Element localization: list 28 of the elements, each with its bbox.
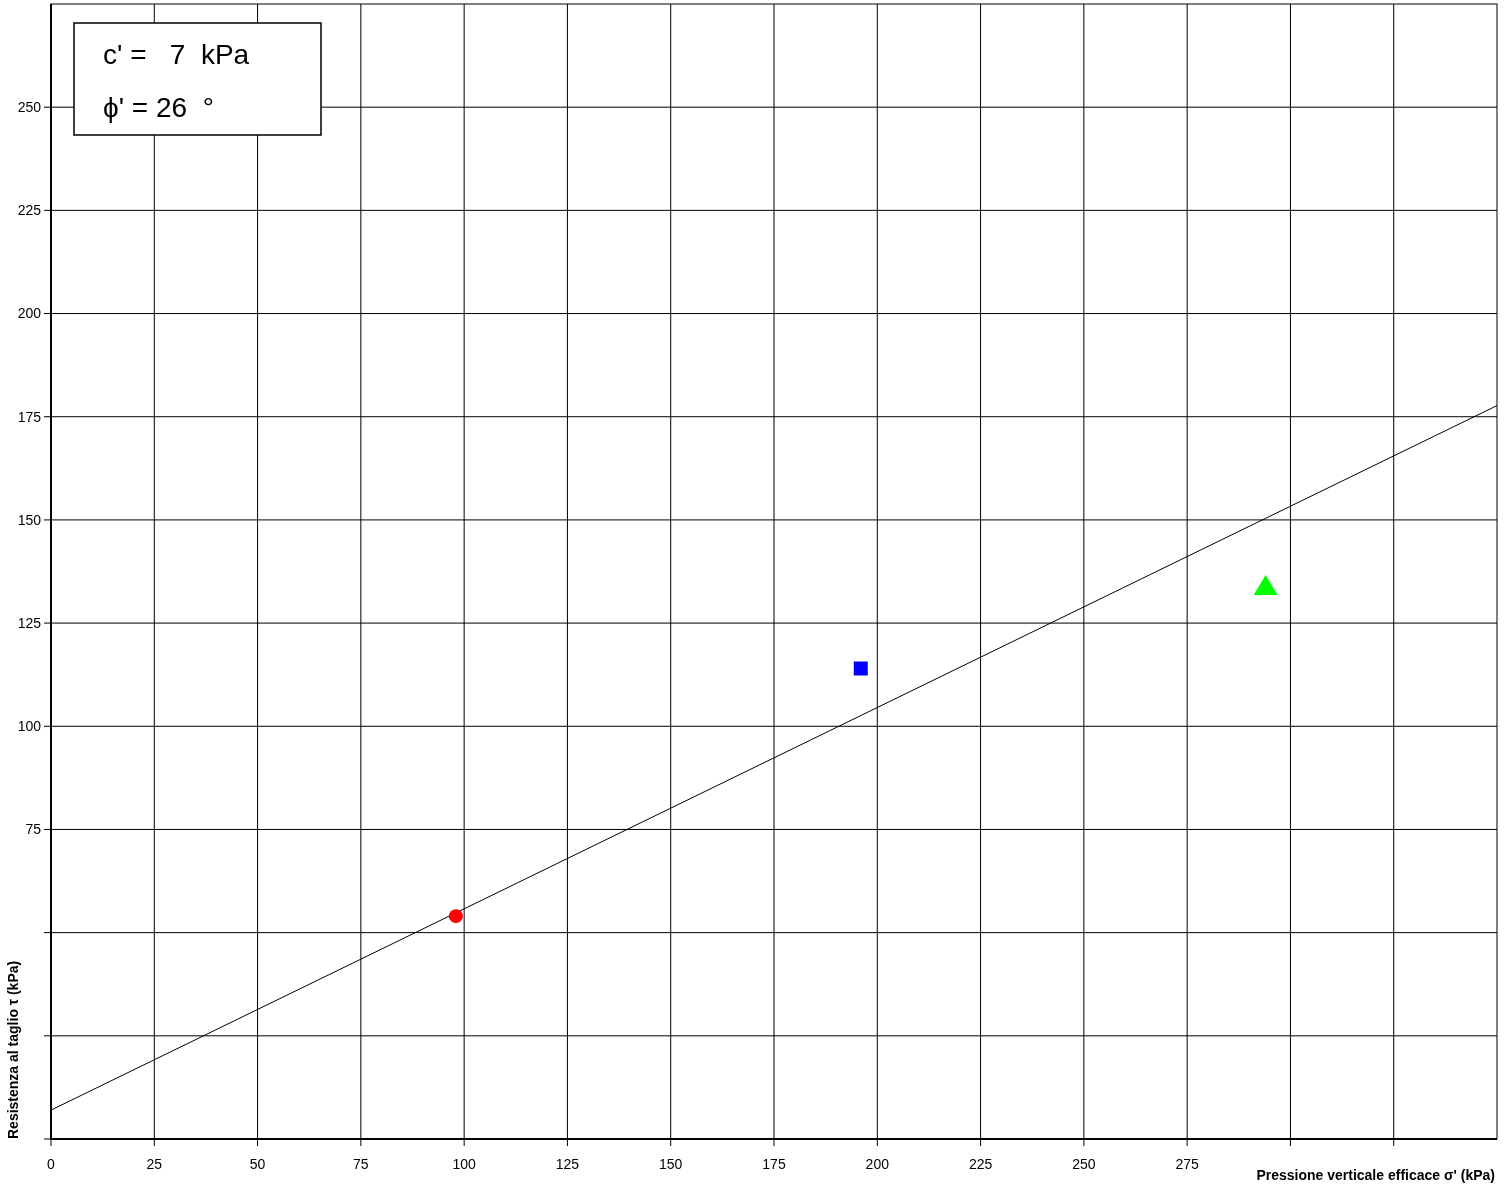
- y-tick-label: 125: [17, 614, 42, 631]
- text-box: c' = 7 kPa ϕ' = 26 °: [73, 22, 322, 136]
- x-tick-label: 0: [47, 1156, 56, 1172]
- x-tick-label: 150: [659, 1156, 683, 1172]
- annotation: c' = 7 kPa: [103, 39, 250, 70]
- y-tick-label: 200: [17, 305, 42, 322]
- y-tick-label: 225: [17, 202, 42, 219]
- x-tick-label: 50: [249, 1156, 266, 1172]
- x-tick-label: 25: [146, 1156, 163, 1172]
- point: [1253, 574, 1278, 595]
- x-tick-label: 75: [353, 1156, 369, 1172]
- y-tick-label: 75: [25, 821, 42, 838]
- x-tick-label: 275: [1175, 1156, 1200, 1172]
- x-tick-label: 175: [762, 1156, 786, 1172]
- x-tick-label: 225: [968, 1156, 993, 1172]
- y-tick-label: 150: [17, 511, 42, 528]
- x-tick-label: 200: [865, 1156, 890, 1172]
- x-tick-label: 250: [1072, 1156, 1096, 1172]
- y-tick-label: 250: [17, 99, 42, 116]
- y-tick-label: 100: [17, 718, 42, 735]
- y-tick-label: 175: [17, 408, 42, 425]
- y-axis-title: Resistenza al taglio τ (kPa): [5, 960, 21, 1139]
- x-tick-label: 125: [555, 1156, 580, 1172]
- x-tick-label: 100: [452, 1156, 477, 1172]
- point: [448, 909, 463, 924]
- annotation: ϕ' = 26 °: [103, 92, 214, 123]
- x-axis-title: Pressione verticale efficace σ' (kPa): [1256, 1167, 1495, 1183]
- point: [853, 661, 868, 676]
